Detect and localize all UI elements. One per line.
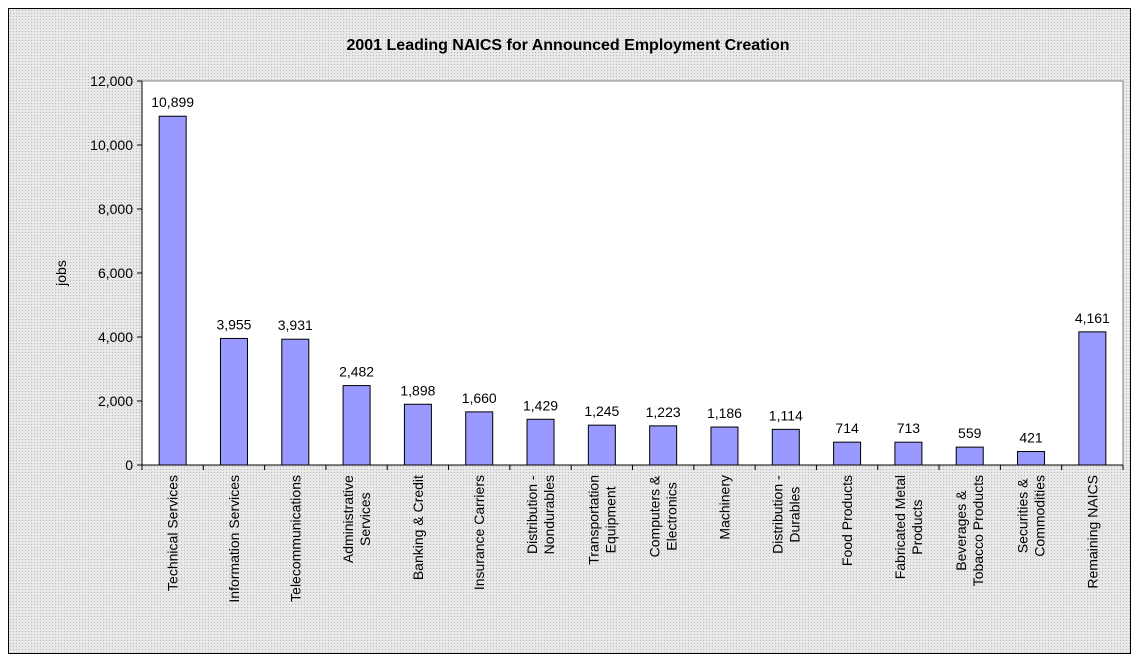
bar [710,426,739,466]
value-label: 1,186 [707,405,742,421]
category-label: Telecommunications [287,475,303,602]
bar [526,418,555,466]
category-label-line: Distribution - [769,475,785,554]
y-tick-label: 12,000 [90,73,133,89]
category-label: Distribution -Durables [769,475,802,554]
category-label-line: Electronics [664,482,680,550]
value-label: 1,660 [462,390,497,406]
value-label: 1,429 [523,397,558,413]
category-label-line: Transportation [585,475,601,565]
category-label-line: Commodities [1032,475,1048,557]
y-axis: 0 2,000 4,000 6,000 8,000 10,000 12,000 [90,73,143,473]
value-label: 713 [897,420,921,436]
category-label-line: Information Services [226,475,242,603]
bar [465,411,494,466]
bar [833,441,862,466]
value-label: 2,482 [339,364,374,380]
category-label: Computers &Electronics [647,475,680,557]
category-label: Remaining NAICS [1084,475,1100,589]
bar [1017,451,1046,466]
category-label-line: Distribution - [524,475,540,554]
category-label: Beverages &Tobacco Products [953,475,986,586]
y-tick-label: 4,000 [98,329,133,345]
category-label-line: Administrative [340,475,356,563]
value-label: 714 [835,420,859,436]
y-tick-label: 0 [125,457,133,473]
x-axis: Technical Services Information Services Te… [141,464,1124,603]
value-label: 421 [1019,430,1043,446]
y-tick-label: 8,000 [98,201,133,217]
category-label: Banking & Credit [410,475,426,580]
category-label: Distribution -Nondurables [524,475,557,554]
category-label: Securities &Commodities [1015,475,1048,557]
category-label: Fabricated MetalProducts [892,475,925,579]
category-label-line: Products [909,500,925,555]
value-label: 1,114 [769,407,803,423]
y-tick-label: 10,000 [90,137,133,153]
category-label-line: Securities & [1015,478,1031,553]
bar [281,338,310,466]
category-label: Insurance Carriers [471,475,487,590]
bar [158,115,187,466]
category-label: Machinery [716,475,732,540]
value-labels: 10,899 3,955 3,931 2,482 1,898 1,660 1,429 1,24… [151,94,1110,445]
category-label-line: Services [357,492,373,546]
y-tick-label: 2,000 [98,393,133,409]
value-label: 4,161 [1075,310,1110,326]
category-label-line: Machinery [716,475,732,540]
bar [771,428,800,466]
bar [403,403,432,466]
chart-title: 2001 Leading NAICS for Announced Employm… [346,37,789,54]
category-label-line: Durables [786,487,802,543]
value-label: 3,931 [278,317,313,333]
value-label: 10,899 [151,94,194,110]
value-label: 3,955 [216,316,251,332]
category-label: Technical Services [165,475,181,591]
category-label-line: Insurance Carriers [471,475,487,590]
bar [1078,331,1107,466]
category-label-line: Equipment [602,486,618,553]
category-label-line: Telecommunications [287,475,303,602]
category-label-line: Remaining NAICS [1084,475,1100,589]
y-tick-label: 6,000 [98,265,133,281]
bar [649,425,678,466]
value-label: 1,898 [400,382,435,398]
bar [894,441,923,466]
bars-layer [158,115,1107,466]
category-label: Food Products [839,475,855,566]
bar [587,424,616,466]
category-label: AdministrativeServices [340,475,373,563]
category-label-line: Fabricated Metal [892,475,908,579]
category-label: Information Services [226,475,242,603]
category-label-line: Tobacco Products [970,475,986,586]
category-label-line: Technical Services [165,475,181,591]
y-axis-title: jobs [53,260,69,287]
category-label-line: Computers & [647,475,663,557]
category-label-line: Beverages & [953,490,969,571]
bar [219,337,248,466]
category-label: TransportationEquipment [585,475,618,565]
bar [955,446,984,466]
bar [342,385,371,466]
value-label: 559 [958,425,982,441]
category-label-line: Banking & Credit [410,475,426,580]
value-label: 1,223 [646,404,681,420]
value-label: 1,245 [584,403,619,419]
category-label-line: Nondurables [541,475,557,554]
category-label-line: Food Products [839,475,855,566]
